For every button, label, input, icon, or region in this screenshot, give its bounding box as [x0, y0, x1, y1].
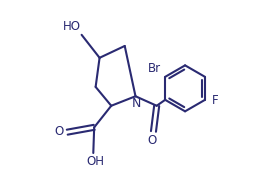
Text: Br: Br — [147, 62, 161, 75]
Text: N: N — [132, 97, 141, 110]
Text: F: F — [212, 94, 218, 107]
Text: O: O — [54, 125, 63, 138]
Text: HO: HO — [63, 20, 81, 33]
Text: O: O — [147, 134, 156, 147]
Text: OH: OH — [86, 155, 104, 168]
